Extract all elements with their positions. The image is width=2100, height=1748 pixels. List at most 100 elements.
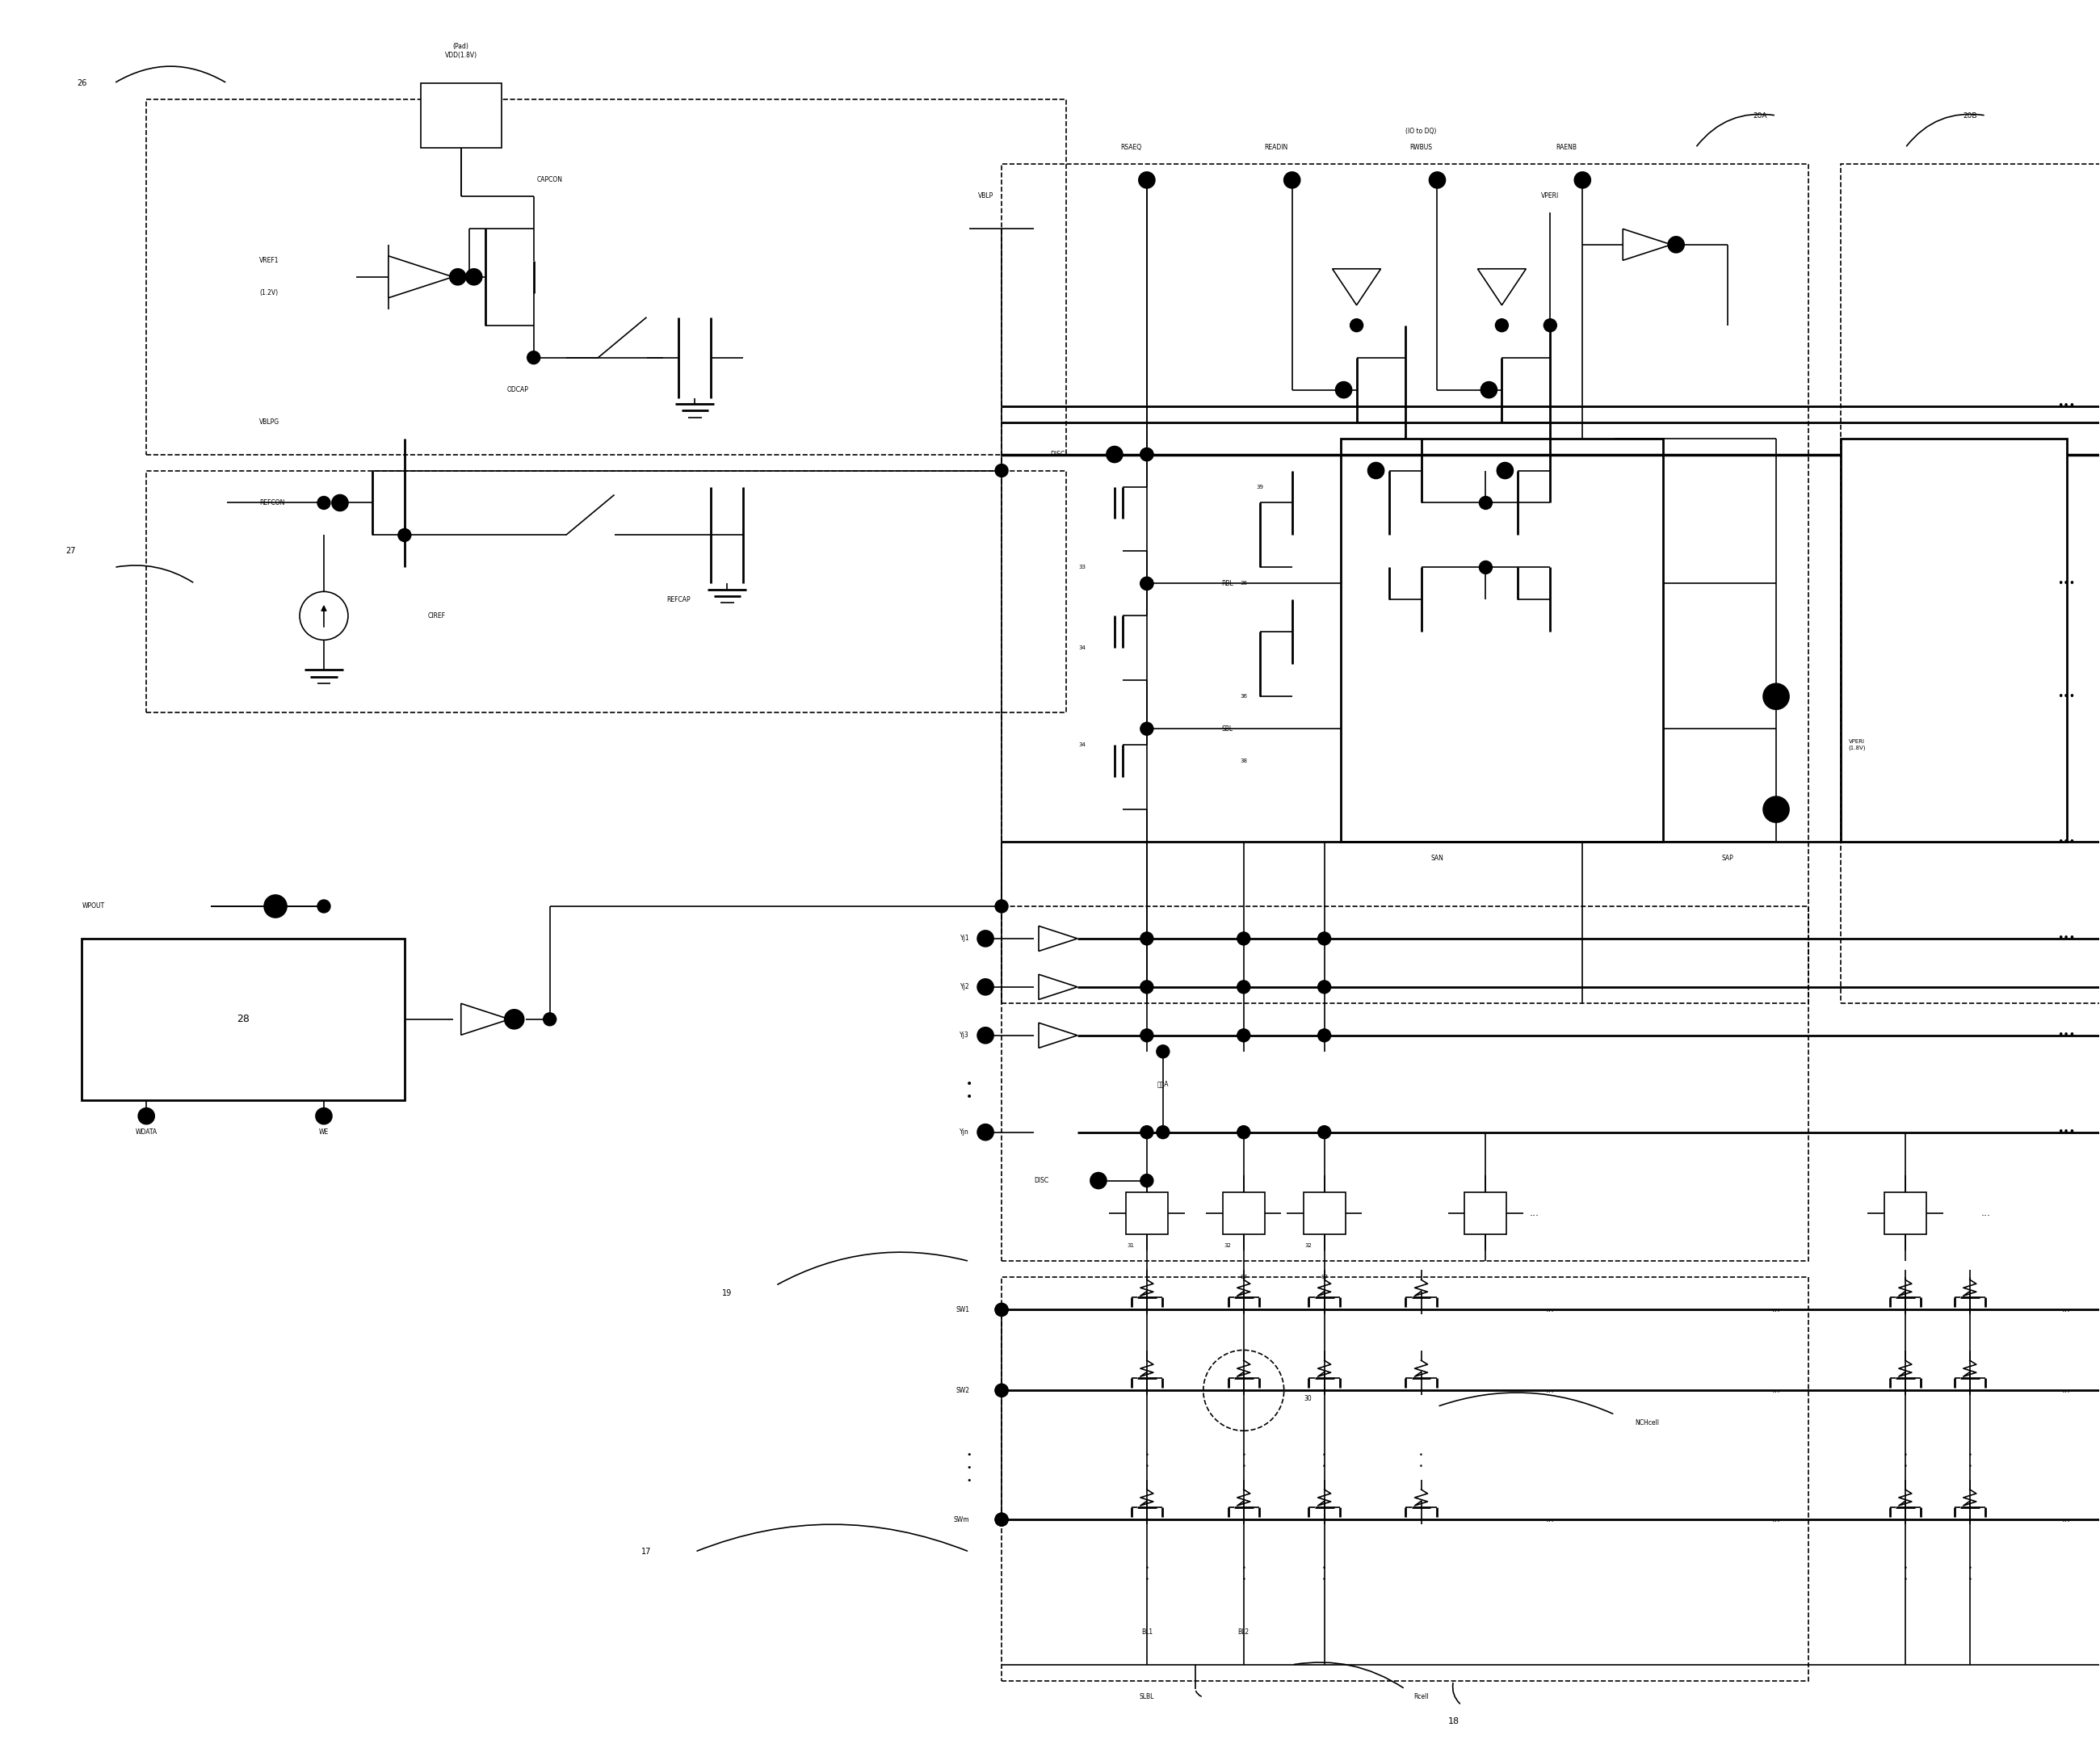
Text: VPERI
(1.8V): VPERI (1.8V): [1848, 739, 1865, 750]
Circle shape: [995, 1514, 1008, 1526]
Polygon shape: [1040, 926, 1077, 951]
Circle shape: [1140, 1030, 1153, 1042]
Circle shape: [399, 528, 412, 542]
Circle shape: [1237, 1126, 1249, 1138]
Text: •: •: [1241, 1463, 1245, 1470]
Circle shape: [1319, 1126, 1331, 1138]
Text: •: •: [1420, 1463, 1424, 1470]
Bar: [1304, 1192, 1346, 1234]
Circle shape: [1495, 318, 1508, 332]
Circle shape: [1544, 318, 1556, 332]
Circle shape: [1140, 981, 1153, 993]
Bar: [1842, 164, 2100, 1003]
Text: REFCAP: REFCAP: [668, 596, 691, 603]
Text: REFCON: REFCON: [258, 500, 286, 507]
Circle shape: [1497, 463, 1514, 479]
Text: VPERI: VPERI: [1541, 192, 1558, 199]
Circle shape: [1478, 561, 1493, 573]
Circle shape: [995, 900, 1008, 912]
Circle shape: [1157, 1045, 1170, 1058]
Text: •: •: [966, 1463, 972, 1472]
Circle shape: [976, 979, 993, 995]
Text: RSAEQ: RSAEQ: [1119, 143, 1140, 152]
Text: 32: 32: [1304, 1243, 1312, 1248]
Text: WE: WE: [319, 1129, 330, 1136]
Text: ...: ...: [1980, 1208, 1991, 1218]
Circle shape: [1319, 932, 1331, 946]
Bar: [1842, 439, 2066, 843]
Circle shape: [995, 1384, 1008, 1397]
Circle shape: [1140, 1175, 1153, 1187]
Bar: [1340, 439, 1663, 843]
Circle shape: [1140, 447, 1153, 461]
Text: •: •: [966, 1451, 972, 1460]
Text: BL1: BL1: [1140, 1629, 1153, 1636]
Text: •: •: [966, 1091, 972, 1103]
Text: •: •: [1241, 1451, 1245, 1458]
Circle shape: [1140, 577, 1153, 591]
Text: •: •: [1323, 1463, 1327, 1470]
Text: ...: ...: [2062, 1306, 2071, 1314]
Text: DISC: DISC: [1050, 451, 1065, 458]
Text: SW2: SW2: [956, 1386, 970, 1395]
Text: •: •: [1241, 1575, 1245, 1584]
Circle shape: [1140, 932, 1153, 946]
Text: 34: 34: [1079, 743, 1086, 748]
Circle shape: [995, 1384, 1008, 1397]
Circle shape: [1107, 446, 1124, 463]
Circle shape: [317, 900, 330, 912]
Circle shape: [995, 1304, 1008, 1316]
Text: 34: 34: [1079, 645, 1086, 650]
Text: 17: 17: [643, 1547, 651, 1556]
Text: CAPCON: CAPCON: [538, 177, 563, 184]
Text: (IO to DQ): (IO to DQ): [1405, 128, 1436, 135]
Circle shape: [332, 495, 349, 510]
Bar: [147, 100, 1067, 454]
Text: •: •: [1968, 1451, 1972, 1458]
Text: •: •: [1903, 1463, 1907, 1470]
Text: •: •: [1144, 1451, 1149, 1458]
Text: 38: 38: [1239, 759, 1247, 764]
Text: SW1: SW1: [956, 1306, 970, 1313]
Circle shape: [1140, 577, 1153, 591]
Text: •: •: [966, 1477, 972, 1484]
Text: 39: 39: [1256, 484, 1264, 489]
Text: •: •: [1144, 1463, 1149, 1470]
Text: •••: •••: [2058, 579, 2075, 589]
Text: •: •: [1903, 1564, 1907, 1571]
Text: 32: 32: [1224, 1243, 1231, 1248]
Circle shape: [1237, 932, 1249, 946]
Text: Yjn: Yjn: [960, 1129, 970, 1136]
Bar: [1464, 1192, 1506, 1234]
Text: NCHcell: NCHcell: [1636, 1419, 1659, 1426]
Text: •: •: [1144, 1575, 1149, 1584]
Circle shape: [527, 351, 540, 364]
Circle shape: [1430, 171, 1445, 189]
Polygon shape: [1331, 269, 1382, 306]
Text: •: •: [1903, 1451, 1907, 1458]
Bar: [1002, 905, 1808, 1262]
Text: Rcell: Rcell: [1413, 1694, 1428, 1701]
Text: •: •: [1903, 1575, 1907, 1584]
Bar: [1884, 1192, 1926, 1234]
Circle shape: [1157, 1126, 1170, 1138]
Circle shape: [995, 1304, 1008, 1316]
Text: 18: 18: [1447, 1717, 1459, 1725]
Text: (1.2V): (1.2V): [258, 290, 277, 297]
Text: 87: 87: [1239, 1274, 1247, 1280]
Circle shape: [1140, 447, 1153, 461]
Text: •••: •••: [2058, 690, 2075, 701]
Circle shape: [976, 1124, 993, 1140]
Text: 31: 31: [1128, 1243, 1134, 1248]
Circle shape: [1140, 1126, 1153, 1138]
Text: VREF1: VREF1: [258, 257, 279, 264]
Text: 36: 36: [1239, 694, 1247, 699]
Circle shape: [1667, 236, 1684, 253]
Text: SLBL: SLBL: [1140, 1694, 1155, 1701]
Text: WDATA: WDATA: [134, 1129, 158, 1136]
Text: ...: ...: [1546, 1516, 1554, 1524]
Text: •: •: [1968, 1575, 1972, 1584]
Circle shape: [544, 1012, 556, 1026]
Text: Yj2: Yj2: [960, 984, 970, 991]
Text: •••: •••: [2058, 1127, 2075, 1138]
